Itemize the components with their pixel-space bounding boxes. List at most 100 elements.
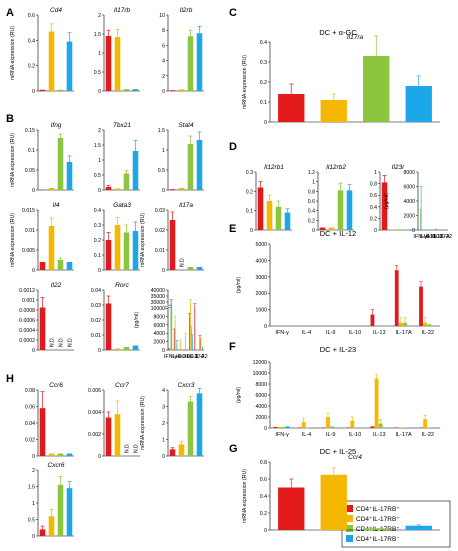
bar xyxy=(48,453,55,456)
y-tick-label: 2000 xyxy=(255,415,267,421)
bar xyxy=(305,427,310,428)
y-tick-label: 0.2 xyxy=(308,218,315,224)
y-tick-label: 6000 xyxy=(403,185,415,191)
chart-15: 0 0.2 0.4 0.6 0.8 1 Il23r xyxy=(370,164,416,234)
y-tick-label: 0.004 xyxy=(88,410,101,416)
y-tick-label: 0.4 xyxy=(260,494,267,500)
bar xyxy=(346,190,353,230)
y-tick-label: 0.1 xyxy=(28,148,35,154)
chart-0: 0 0.2 0.4 0.6 mRNA expression (RU) Cd4 xyxy=(10,7,74,95)
y-tick-label: 3 xyxy=(162,405,165,411)
bar xyxy=(405,525,432,530)
bar xyxy=(191,329,192,350)
category-label: IL-22 xyxy=(422,330,435,336)
category-label: IL-10 xyxy=(349,432,362,438)
bar xyxy=(394,427,399,428)
y-tick-label: 6000 xyxy=(153,323,165,329)
bar xyxy=(196,267,203,270)
bar xyxy=(427,324,432,326)
gene-title: Il17rb xyxy=(114,7,131,14)
category-label: IL-13 xyxy=(431,234,444,240)
y-axis-label: mRNA expression (RU) xyxy=(10,213,16,267)
bar xyxy=(48,188,55,190)
bar xyxy=(178,188,185,190)
gene-title: Il4 xyxy=(53,202,60,209)
nd-label: N.D. xyxy=(125,443,131,453)
bar xyxy=(374,378,379,428)
bar xyxy=(48,516,55,536)
y-tick-label: 0.01 xyxy=(25,228,35,234)
y-tick-label: 0.8 xyxy=(308,189,315,195)
bar xyxy=(354,427,359,428)
bar xyxy=(284,212,291,230)
y-tick-label: 0.02 xyxy=(91,318,101,324)
y-tick-label: 0 xyxy=(264,324,267,330)
y-tick-label: 1.5 xyxy=(158,128,165,134)
y-tick-label: 1 xyxy=(374,170,377,176)
y-tick-label: 1 xyxy=(98,51,101,57)
y-tick-label: 0.4 xyxy=(308,209,315,215)
y-tick-label: 0.1 xyxy=(94,253,101,259)
bar xyxy=(114,188,121,190)
y-tick-label: 1.2 xyxy=(308,170,315,176)
y-axis-label: (pg/ml) xyxy=(236,277,242,293)
bar xyxy=(179,343,181,350)
bar xyxy=(168,347,170,350)
y-tick-label: 0.005 xyxy=(22,248,35,254)
bar xyxy=(381,182,388,230)
axis-break xyxy=(165,305,171,308)
y-tick-label: 6000 xyxy=(255,393,267,399)
gene-title: Tbx21 xyxy=(113,122,131,129)
y-tick-label: 10000 xyxy=(151,306,166,312)
bar xyxy=(187,267,194,270)
chart-22: 0 1 2 3 4 mRNA expression (RU) Cxcr3 xyxy=(140,382,204,460)
y-tick-label: 0.5 xyxy=(158,168,165,174)
bar xyxy=(431,427,436,428)
y-tick-label: 0.01 xyxy=(91,333,101,339)
category-label: IL-4 xyxy=(171,354,180,360)
y-tick-label: 4000 xyxy=(255,258,267,264)
y-tick-label: 0.001 xyxy=(22,298,35,304)
y-tick-label: 0 xyxy=(312,228,315,234)
axis-break-mark xyxy=(164,306,172,310)
bar xyxy=(301,421,306,428)
category-label: IL-13 xyxy=(185,354,198,360)
bar xyxy=(191,338,193,350)
bar xyxy=(326,417,330,428)
chart-12: 0 0.1 0.2 0.3 0.4 mRNA expression (RU) Il17ra xyxy=(242,34,440,126)
gene-title: Cxcr3 xyxy=(178,382,195,389)
category-label: IL-4 xyxy=(420,234,429,240)
chart-19: 0 0.2 0.4 0.6 0.8 mRNA expression (RU) Ccr4 xyxy=(242,454,440,534)
chart-1: 0 0.5 1 1.5 2 Il17rb xyxy=(94,7,140,95)
panel-title-e: DC + IL-12 xyxy=(320,229,356,238)
bar xyxy=(273,426,278,428)
bar xyxy=(420,190,422,230)
chart-23: 0 0.5 1 1.5 2 Cxcr6 xyxy=(28,462,74,540)
bar xyxy=(328,227,335,230)
category-label: IL-22 xyxy=(422,432,435,438)
bar xyxy=(403,322,407,326)
bar xyxy=(66,262,73,270)
legend-swatch-3 xyxy=(346,525,353,532)
y-tick-label: 0 xyxy=(162,188,165,194)
y-tick-label: 0.04 xyxy=(91,288,101,294)
y-tick-label: 30000 xyxy=(151,300,166,306)
bar xyxy=(48,31,55,91)
bar xyxy=(350,420,355,428)
bar xyxy=(423,419,428,428)
bar xyxy=(277,426,282,428)
y-tick-label: 0.1 xyxy=(260,100,267,106)
y-tick-label: 0.006 xyxy=(88,388,101,394)
bar xyxy=(399,229,406,230)
y-tick-label: 0.002 xyxy=(88,432,101,438)
bar xyxy=(174,319,176,350)
bar xyxy=(105,417,112,456)
bar xyxy=(398,427,403,428)
bar xyxy=(169,349,171,350)
bar xyxy=(370,314,375,326)
bar xyxy=(105,303,112,350)
y-tick-label: 0 xyxy=(264,528,267,534)
y-tick-label: 0.0008 xyxy=(19,308,35,314)
y-tick-label: 10000 xyxy=(253,371,268,377)
bar xyxy=(370,426,375,428)
